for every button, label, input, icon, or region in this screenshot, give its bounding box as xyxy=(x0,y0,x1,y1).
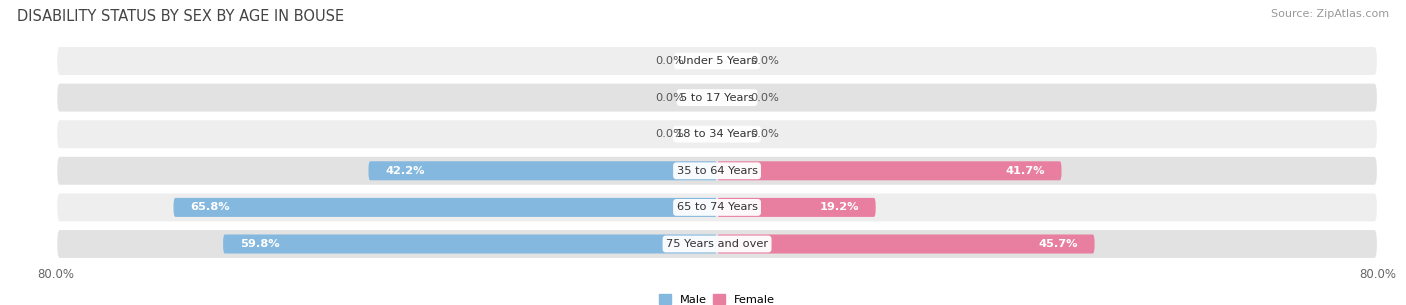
Legend: Male, Female: Male, Female xyxy=(659,294,775,305)
Text: Source: ZipAtlas.com: Source: ZipAtlas.com xyxy=(1271,9,1389,19)
Text: 0.0%: 0.0% xyxy=(751,129,779,139)
FancyBboxPatch shape xyxy=(717,198,876,217)
Text: 0.0%: 0.0% xyxy=(655,56,685,66)
Text: 45.7%: 45.7% xyxy=(1039,239,1078,249)
FancyBboxPatch shape xyxy=(173,198,717,217)
Text: 42.2%: 42.2% xyxy=(385,166,425,176)
Text: 0.0%: 0.0% xyxy=(751,56,779,66)
Text: DISABILITY STATUS BY SEX BY AGE IN BOUSE: DISABILITY STATUS BY SEX BY AGE IN BOUSE xyxy=(17,9,344,24)
FancyBboxPatch shape xyxy=(56,46,1378,76)
Text: 75 Years and over: 75 Years and over xyxy=(666,239,768,249)
Text: 65 to 74 Years: 65 to 74 Years xyxy=(676,203,758,212)
FancyBboxPatch shape xyxy=(56,119,1378,149)
Text: Under 5 Years: Under 5 Years xyxy=(678,56,756,66)
Text: 5 to 17 Years: 5 to 17 Years xyxy=(681,93,754,102)
Text: 0.0%: 0.0% xyxy=(655,129,685,139)
FancyBboxPatch shape xyxy=(56,192,1378,222)
FancyBboxPatch shape xyxy=(368,161,717,180)
FancyBboxPatch shape xyxy=(717,235,1094,253)
FancyBboxPatch shape xyxy=(56,229,1378,259)
Text: 41.7%: 41.7% xyxy=(1005,166,1045,176)
Text: 19.2%: 19.2% xyxy=(820,203,859,212)
Text: 59.8%: 59.8% xyxy=(239,239,280,249)
FancyBboxPatch shape xyxy=(717,161,1062,180)
FancyBboxPatch shape xyxy=(56,156,1378,186)
FancyBboxPatch shape xyxy=(56,83,1378,113)
Text: 35 to 64 Years: 35 to 64 Years xyxy=(676,166,758,176)
Text: 0.0%: 0.0% xyxy=(655,93,685,102)
Text: 65.8%: 65.8% xyxy=(190,203,229,212)
Text: 0.0%: 0.0% xyxy=(751,93,779,102)
FancyBboxPatch shape xyxy=(224,235,717,253)
Text: 18 to 34 Years: 18 to 34 Years xyxy=(676,129,758,139)
